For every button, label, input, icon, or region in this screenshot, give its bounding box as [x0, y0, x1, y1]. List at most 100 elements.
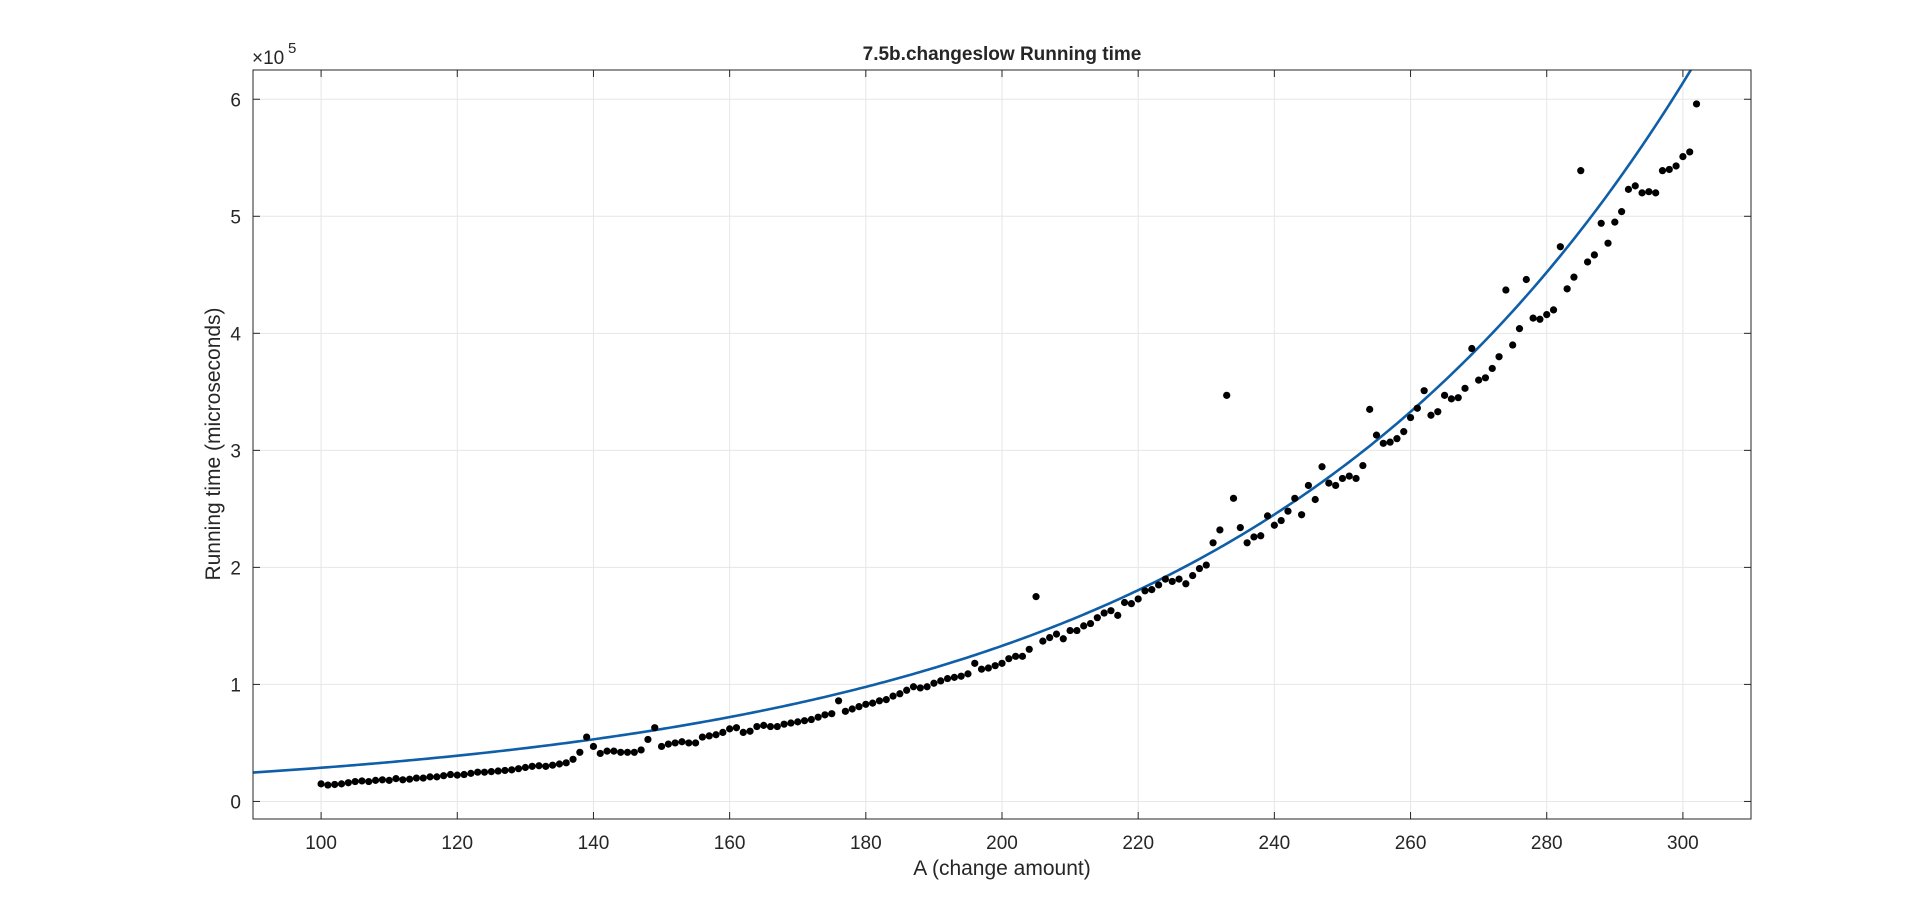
- data-point: [1686, 148, 1694, 156]
- y-tick-label: 5: [230, 207, 241, 228]
- data-point: [542, 762, 550, 770]
- data-point: [1420, 387, 1428, 395]
- data-point: [365, 777, 373, 786]
- x-axis-label: A (change amount): [913, 857, 1090, 880]
- data-point: [821, 711, 829, 719]
- data-point: [610, 747, 618, 755]
- data-point: [1454, 394, 1462, 402]
- x-tick-label: 140: [578, 833, 610, 854]
- data-point: [644, 735, 652, 744]
- data-point: [406, 775, 414, 783]
- data-point: [889, 692, 897, 700]
- data-point: [1611, 218, 1619, 226]
- data-point: [1590, 251, 1598, 259]
- data-point: [787, 719, 795, 727]
- data-point: [1182, 580, 1190, 588]
- data-point: [358, 777, 366, 785]
- data-point: [984, 664, 992, 672]
- data-point: [412, 774, 421, 782]
- x-tick-label: 240: [1259, 833, 1291, 854]
- data-point: [746, 727, 754, 735]
- data-point: [528, 762, 536, 770]
- data-point: [841, 707, 849, 715]
- data-point: [630, 748, 638, 756]
- x-tick-label: 120: [441, 833, 473, 854]
- data-point: [1577, 167, 1585, 175]
- data-point: [1665, 165, 1673, 174]
- data-point: [1114, 611, 1122, 619]
- data-point: [1604, 239, 1612, 247]
- grid: [253, 70, 1751, 819]
- data-point: [1515, 325, 1524, 333]
- data-point: [378, 776, 386, 784]
- data-point: [337, 780, 346, 788]
- data-point: [1046, 634, 1054, 642]
- data-point: [1100, 609, 1108, 617]
- data-point: [1652, 189, 1660, 197]
- x-tick-label: 220: [1122, 833, 1154, 854]
- data-point: [562, 759, 570, 767]
- data-point: [392, 775, 400, 783]
- data-point: [1223, 391, 1231, 399]
- data-point: [1175, 575, 1183, 583]
- data-point: [828, 710, 836, 718]
- data-point: [909, 683, 918, 691]
- data-point: [508, 766, 516, 774]
- data-point: [800, 717, 809, 725]
- data-point: [739, 728, 747, 737]
- data-point: [814, 713, 822, 721]
- data-point: [1543, 311, 1551, 319]
- data-point: [1107, 607, 1115, 615]
- data-point: [1209, 539, 1217, 547]
- data-point: [1658, 167, 1667, 175]
- data-point: [1216, 526, 1224, 534]
- data-point: [603, 747, 611, 755]
- data-point: [882, 696, 890, 704]
- data-point: [433, 773, 441, 781]
- data-point: [651, 724, 659, 732]
- data-point: [1277, 516, 1285, 525]
- data-point: [460, 770, 468, 779]
- data-point: [1127, 600, 1135, 608]
- data-point: [1379, 439, 1387, 447]
- data-point: [950, 673, 958, 681]
- data-point: [896, 690, 904, 698]
- data-point: [446, 770, 455, 779]
- data-point: [1134, 595, 1142, 603]
- data-point: [1638, 189, 1646, 197]
- data-point: [657, 742, 666, 751]
- data-point: [1155, 581, 1163, 589]
- data-point: [685, 739, 693, 747]
- data-point: [1461, 384, 1469, 392]
- data-point: [1066, 626, 1074, 635]
- data-point: [453, 771, 461, 779]
- data-point: [1679, 153, 1687, 161]
- data-point: [875, 697, 884, 705]
- data-point: [1345, 472, 1353, 480]
- data-point: [324, 781, 332, 789]
- data-point: [1359, 461, 1367, 470]
- data-point: [351, 777, 359, 786]
- data-point: [1093, 614, 1101, 622]
- data-point: [1202, 561, 1210, 569]
- data-point: [1257, 532, 1265, 540]
- data-point: [1400, 428, 1408, 436]
- data-point: [535, 762, 543, 770]
- y-tick-label: 4: [230, 324, 241, 345]
- x-tick-label: 260: [1395, 833, 1427, 854]
- data-point: [1618, 208, 1626, 216]
- data-point: [1386, 438, 1394, 446]
- y-axis-label: Running time (microseconds): [202, 307, 225, 580]
- data-point: [869, 699, 877, 707]
- data-point: [1250, 533, 1258, 541]
- data-point: [514, 765, 523, 773]
- y-tick-label: 3: [230, 441, 241, 462]
- data-point: [1440, 391, 1449, 399]
- y-tick-label: 1: [230, 675, 241, 696]
- data-point: [930, 679, 938, 687]
- data-point: [555, 760, 564, 768]
- data-point: [773, 722, 781, 731]
- data-point: [1086, 619, 1095, 628]
- data-point: [1032, 593, 1040, 601]
- x-tick-label: 300: [1667, 833, 1699, 854]
